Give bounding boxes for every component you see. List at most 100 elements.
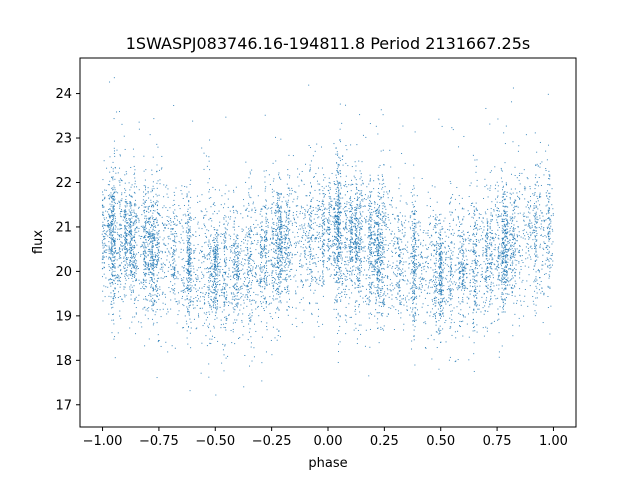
data-point [517, 251, 519, 253]
data-point [287, 230, 289, 232]
data-point [355, 237, 357, 239]
data-point [308, 84, 310, 86]
data-point [385, 208, 387, 210]
data-point [119, 207, 121, 209]
data-point [123, 214, 125, 216]
data-point [236, 302, 238, 304]
data-point [461, 286, 463, 288]
data-point [172, 284, 174, 286]
data-point [346, 251, 348, 253]
data-point [155, 290, 157, 292]
data-point [223, 304, 225, 306]
data-point [205, 214, 207, 216]
data-point [161, 167, 163, 169]
data-point [167, 188, 169, 190]
data-point [199, 266, 201, 268]
data-point [434, 286, 436, 288]
data-point [151, 260, 153, 262]
data-point [359, 286, 361, 288]
data-point [473, 308, 475, 310]
data-point [272, 298, 274, 300]
data-point [350, 256, 352, 258]
data-point [425, 280, 427, 282]
data-point [157, 250, 159, 252]
data-point [111, 273, 113, 275]
data-point [413, 339, 415, 341]
data-point [486, 232, 488, 234]
data-point [107, 235, 109, 237]
data-point [375, 303, 377, 305]
data-point [328, 247, 330, 249]
data-point [288, 220, 290, 222]
data-point [250, 303, 252, 305]
data-point [251, 208, 253, 210]
data-point [514, 249, 516, 251]
data-point [151, 235, 153, 237]
data-point [256, 281, 258, 283]
data-point [297, 251, 299, 253]
data-point [461, 236, 463, 238]
data-point [307, 255, 309, 256]
data-point [278, 316, 279, 318]
data-point [414, 270, 416, 272]
data-point [387, 293, 389, 295]
data-point [380, 218, 382, 220]
data-point [308, 240, 310, 242]
data-point [152, 259, 154, 261]
data-point [174, 223, 176, 225]
data-point [387, 227, 389, 228]
data-point [203, 312, 205, 314]
data-point [368, 296, 370, 298]
data-point [413, 267, 415, 269]
data-point [381, 289, 383, 291]
data-point [458, 248, 460, 250]
data-point [548, 240, 550, 242]
data-point [449, 255, 451, 257]
data-point [548, 277, 550, 279]
data-point [309, 273, 311, 275]
data-point [327, 238, 329, 240]
data-point [548, 265, 550, 266]
data-point [545, 169, 547, 171]
data-point [347, 165, 349, 167]
data-point [265, 279, 267, 281]
data-point [265, 257, 267, 259]
data-point [203, 217, 205, 219]
data-point [277, 306, 279, 308]
data-point [547, 285, 549, 287]
data-point [504, 198, 506, 200]
data-point [287, 246, 289, 248]
data-point [264, 248, 266, 250]
data-point [482, 254, 484, 256]
data-point [370, 226, 372, 228]
data-point [240, 288, 242, 290]
data-point [268, 304, 270, 306]
data-point [330, 240, 331, 242]
data-point [310, 219, 312, 221]
data-point [378, 240, 379, 242]
data-point [472, 271, 474, 273]
data-point [108, 229, 110, 231]
data-point [237, 269, 239, 271]
data-point [158, 229, 160, 231]
data-point [528, 201, 530, 203]
data-point [260, 241, 262, 243]
data-point [321, 256, 323, 258]
data-point [235, 303, 237, 305]
data-point [278, 286, 280, 288]
data-point [351, 281, 353, 283]
data-point [351, 223, 353, 225]
data-point [513, 302, 515, 304]
data-point [145, 239, 147, 241]
data-point [399, 290, 401, 292]
data-point [549, 286, 551, 288]
data-point [339, 215, 341, 217]
data-point [147, 239, 149, 241]
data-point [535, 221, 537, 223]
data-point [340, 239, 342, 241]
data-point [247, 252, 249, 254]
data-point [369, 235, 371, 237]
data-point [112, 176, 114, 178]
data-point [188, 254, 190, 256]
data-point [519, 251, 521, 253]
